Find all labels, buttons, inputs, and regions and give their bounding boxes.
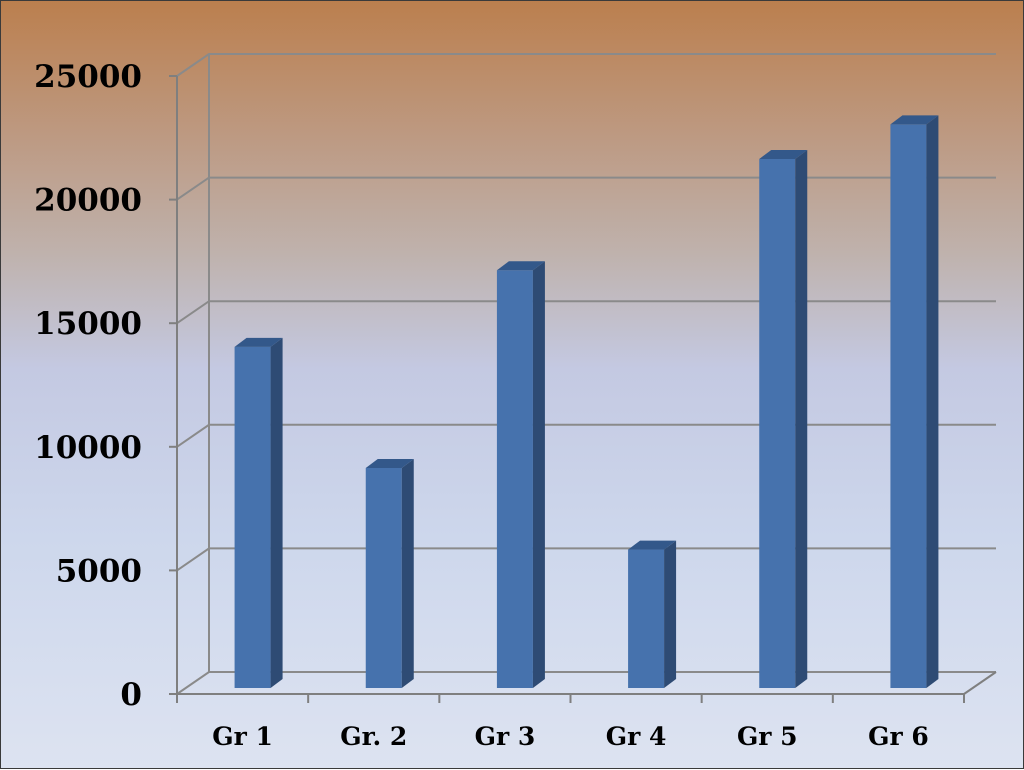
bar-front-gr-1 [234,346,271,688]
bar-side-gr-1 [270,337,283,688]
y-tick-label-10000: 10000 [34,430,142,466]
y-tick-label-0: 0 [120,677,142,713]
bar-front-gr-2 [365,467,402,688]
bar-side-gr-6 [926,115,939,688]
x-tick-label-gr-4: Gr 4 [606,722,667,751]
bar-top-gr-4 [628,540,677,550]
bar-top-gr-3 [496,261,545,271]
x-tick-label-gr-5: Gr 5 [737,722,798,751]
bar-front-gr-3 [496,270,533,688]
x-axis-tick-labels: Gr 1 Gr. 2 Gr 3 Gr 4 Gr 5 Gr 6 [212,722,928,751]
bar-gr-4 [628,540,677,688]
x-tick-label-gr-1: Gr 1 [212,722,273,751]
bar-front-gr-4 [628,549,665,688]
y-tick-label-15000: 15000 [34,306,142,342]
bar-side-gr-4 [664,540,677,688]
gridline-25000 [176,53,996,77]
gridline-20000 [176,176,996,201]
bar-gr-3 [496,261,545,688]
axes [169,54,997,703]
x-tick-label-gr-2: Gr. 2 [340,722,407,751]
x-tick-label-gr-6: Gr 6 [868,722,929,751]
bars [234,115,939,688]
bar-gr-6 [890,115,939,688]
gridline-5000 [176,547,996,572]
bar-top-gr-5 [759,149,808,159]
bar-gr-1 [234,337,283,688]
y-axis-tick-labels: 0 5000 10000 15000 20000 25000 [34,59,142,713]
bar-front-gr-6 [890,124,927,688]
bar-top-gr-2 [365,458,414,468]
bar-side-gr-5 [795,149,808,688]
y-tick-label-25000: 25000 [34,59,142,95]
gridline-15000 [176,300,996,325]
bar-front-gr-5 [759,158,796,688]
bar-gr-5 [759,149,808,688]
gridlines [176,53,996,695]
x-tick-label-gr-3: Gr 3 [475,722,536,751]
bar-top-gr-1 [234,337,283,347]
gridline-0 [176,671,996,695]
floor-right-edge [963,671,997,695]
y-tick-label-20000: 20000 [34,183,142,219]
bar-side-gr-3 [532,261,545,688]
bar-side-gr-2 [401,458,414,688]
y-tick-label-5000: 5000 [56,553,142,589]
bar-gr-2 [365,458,414,688]
bar-top-gr-6 [890,115,939,125]
gridline-10000 [176,423,996,448]
